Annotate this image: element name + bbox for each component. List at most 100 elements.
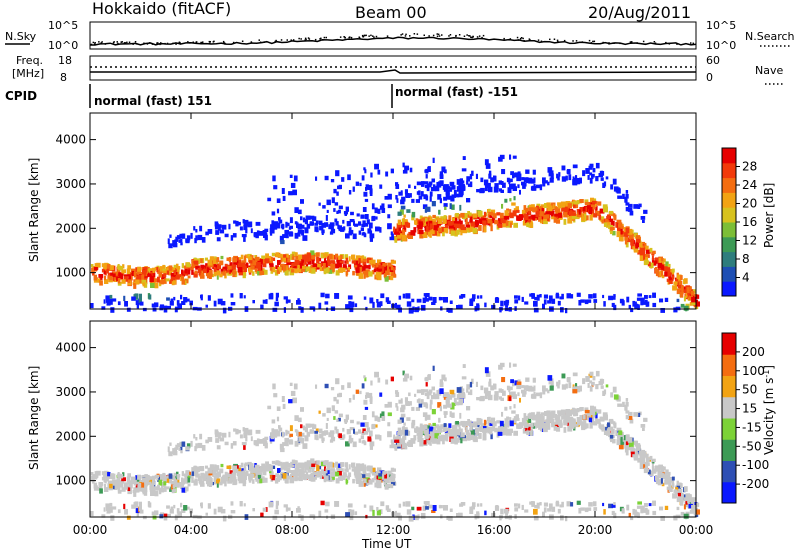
velocity-cell [683, 486, 688, 492]
velocity-cell [519, 397, 521, 403]
power-cell [588, 209, 593, 215]
power-cell [127, 278, 131, 283]
power-cell [363, 270, 367, 276]
power-cell [549, 297, 553, 302]
power-cell [350, 211, 354, 216]
velocity-cell [554, 414, 558, 421]
power-cell [181, 301, 186, 305]
power-cell [348, 264, 352, 269]
power-cell [487, 218, 492, 224]
noise-dot [404, 35, 407, 37]
power-cell [311, 255, 316, 259]
velocity-cell [209, 467, 212, 473]
power-cell [362, 220, 366, 226]
velocity-cell [317, 471, 321, 476]
power-cell [353, 220, 355, 226]
velocity-cell [465, 432, 470, 436]
noise-dot [241, 40, 244, 42]
noise-dot [121, 41, 123, 43]
colorbar-segment [722, 162, 736, 179]
velocity-cell [309, 429, 314, 434]
power-cell [437, 194, 442, 200]
power-cell [514, 172, 519, 178]
noise-dot [304, 37, 307, 40]
power-cell [322, 263, 326, 269]
velocity-cell [491, 512, 496, 517]
colorbar-segment [722, 236, 736, 253]
power-cell [645, 245, 649, 250]
power-cell [547, 167, 553, 173]
power-cell [544, 203, 549, 208]
velocity-cell [536, 418, 540, 423]
velocity-cell [219, 481, 223, 486]
power-cell [354, 303, 358, 308]
velocity-cell [379, 509, 383, 515]
velocity-cell [673, 515, 678, 521]
noise-dot [608, 43, 610, 45]
power-cell [425, 298, 429, 302]
velocity-cell [559, 504, 563, 508]
velocity-cell [358, 438, 362, 443]
power-cell [140, 274, 145, 281]
power-cell [516, 173, 522, 177]
velocity-cell [396, 406, 399, 411]
power-cell [135, 272, 139, 278]
power-cell [482, 218, 487, 222]
power-cell [559, 296, 563, 300]
velocity-cell [398, 503, 402, 508]
velocity-cell [289, 440, 294, 445]
velocity-cell [387, 470, 392, 474]
power-cell [190, 232, 193, 239]
velocity-cell [306, 464, 310, 470]
power-cell [611, 220, 614, 226]
velocity-cell [103, 476, 106, 483]
velocity-cell [516, 384, 522, 390]
velocity-cell [401, 442, 407, 449]
power-cell [337, 268, 341, 273]
velocity-cell [575, 423, 579, 427]
noise-dot [588, 39, 591, 42]
power-cell [338, 205, 343, 210]
velocity-cell [499, 420, 504, 427]
velocity-cell [500, 426, 504, 431]
velocity-cell [589, 380, 593, 384]
power-cell [117, 264, 120, 268]
velocity-cell [627, 416, 633, 420]
power-cell [391, 233, 394, 238]
power-cell [678, 289, 681, 294]
power-cell [394, 231, 400, 235]
power-cell [529, 220, 533, 224]
velocity-cell [675, 487, 679, 491]
velocity-cell [509, 430, 512, 436]
noise-dot [112, 41, 115, 44]
power-cell [243, 259, 247, 263]
noise-dot [612, 42, 614, 44]
power-cell [242, 262, 246, 269]
velocity-cell [590, 415, 593, 420]
power-cell [625, 242, 629, 248]
power-cell [291, 269, 295, 273]
power-cell [467, 225, 471, 230]
velocity-cell [569, 424, 575, 428]
power-cell [625, 232, 629, 238]
colorbar-segment [722, 266, 736, 282]
velocity-cell [449, 508, 453, 512]
velocity-cell [446, 394, 451, 398]
velocity-cell [263, 466, 266, 470]
velocity-cell [543, 502, 548, 507]
velocity-cell [278, 427, 283, 432]
velocity-cell [508, 396, 512, 402]
velocity-cell [645, 457, 650, 463]
velocity-cell [372, 509, 375, 516]
velocity-cell [508, 386, 511, 393]
velocity-cell [135, 487, 140, 493]
colorbar-tick-label: 28 [742, 160, 757, 174]
velocity-cell [90, 472, 94, 476]
colorbar-segment [722, 207, 736, 223]
velocity-cell [318, 465, 322, 470]
power-cell [475, 173, 478, 179]
power-cell [376, 299, 379, 303]
velocity-cell [472, 421, 478, 426]
power-cell [302, 267, 306, 272]
power-cell [193, 226, 196, 231]
